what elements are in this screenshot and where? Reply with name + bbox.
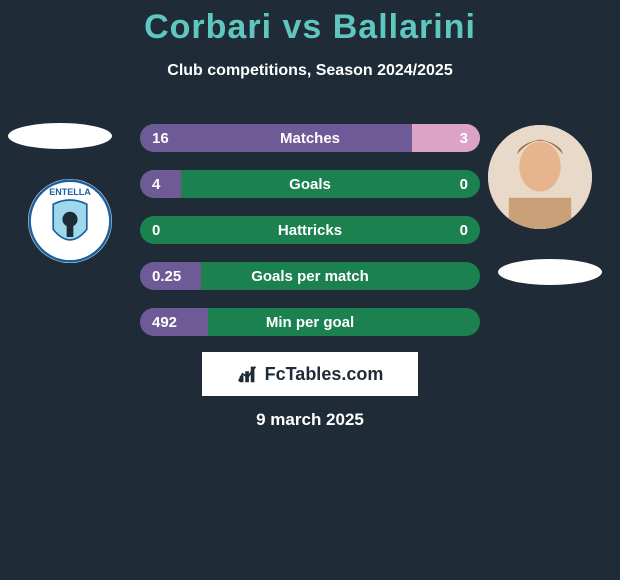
right-player-photo: [488, 125, 592, 229]
date-label: 9 march 2025: [0, 410, 620, 430]
page-title: Corbari vs Ballarini: [0, 8, 620, 47]
subtitle: Club competitions, Season 2024/2025: [0, 62, 620, 80]
brand-badge: FcTables.com: [202, 352, 418, 396]
stat-label: Goals: [140, 176, 480, 193]
stat-label: Min per goal: [140, 314, 480, 331]
stat-row: 163Matches: [140, 124, 480, 152]
stat-label: Matches: [140, 130, 480, 147]
left-club-label: ENTELLA: [28, 187, 112, 197]
brand-text: FcTables.com: [265, 364, 384, 385]
left-player-name-ellipse: [8, 123, 112, 149]
stat-row: 492Min per goal: [140, 308, 480, 336]
bar-chart-icon: [237, 363, 259, 385]
stat-row: 40Goals: [140, 170, 480, 198]
right-player-name-ellipse: [498, 259, 602, 285]
player-silhouette-icon: [488, 125, 592, 229]
stat-row: 0.25Goals per match: [140, 262, 480, 290]
stat-label: Goals per match: [140, 268, 480, 285]
left-club-badge: ENTELLA: [28, 179, 112, 263]
stat-row: 00Hattricks: [140, 216, 480, 244]
stat-label: Hattricks: [140, 222, 480, 239]
